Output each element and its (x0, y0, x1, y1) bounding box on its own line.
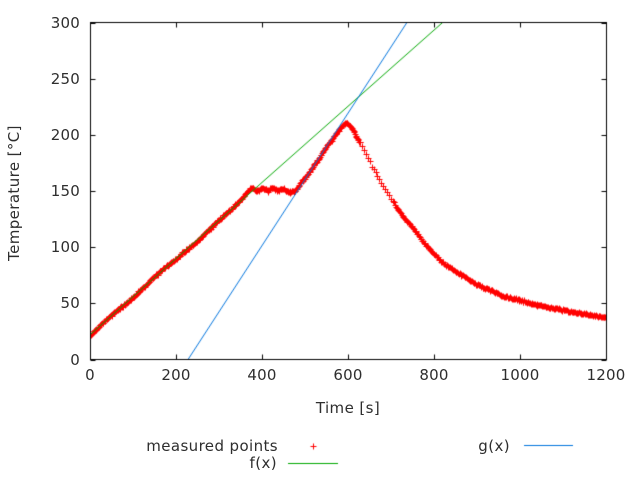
y-tick-label: 50 (60, 294, 80, 313)
y-tick-label: 100 (50, 238, 80, 257)
x-tick-label: 600 (333, 366, 363, 384)
legend-label-g: g(x) (478, 437, 510, 455)
x-tick-label: 800 (419, 366, 449, 384)
x-tick-label: 0 (85, 366, 95, 384)
legend-label-measured-points: measured points (146, 437, 278, 455)
x-tick-label: 400 (247, 366, 277, 384)
y-tick-label: 0 (70, 350, 80, 369)
y-tick-label: 300 (50, 13, 80, 32)
x-tick-label: 1200 (586, 366, 626, 384)
y-tick-label: 250 (50, 69, 80, 88)
x-tick-label: 1000 (500, 366, 540, 384)
y-tick-label: 150 (50, 182, 80, 200)
y-tick-label: 200 (50, 125, 80, 144)
x-tick-label: 200 (161, 366, 191, 384)
x-axis-title: Time [s] (315, 399, 381, 417)
legend-label-f: f(x) (249, 454, 277, 472)
